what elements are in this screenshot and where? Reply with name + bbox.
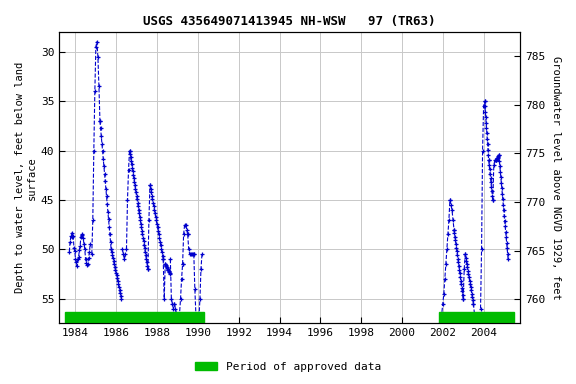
Title: USGS 435649071413945 NH-WSW   97 (TR63): USGS 435649071413945 NH-WSW 97 (TR63) (143, 15, 436, 28)
Bar (439, 312, 514, 323)
Legend: Period of approved data: Period of approved data (191, 358, 385, 377)
Bar (65, 312, 204, 323)
Y-axis label: Groundwater level above NGVD 1929, feet: Groundwater level above NGVD 1929, feet (551, 56, 561, 300)
Y-axis label: Depth to water level, feet below land
surface: Depth to water level, feet below land su… (15, 62, 37, 293)
